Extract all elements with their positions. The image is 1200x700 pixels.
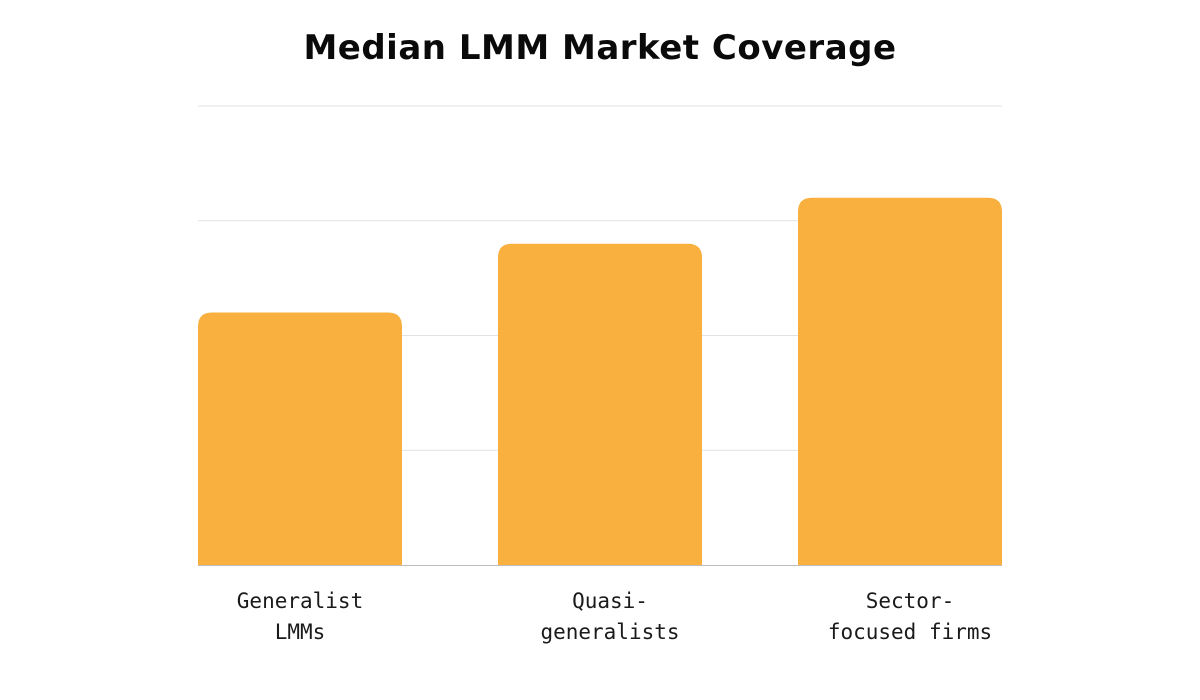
chart-title: Median LMM Market Coverage (303, 28, 897, 68)
bar-1 (498, 243, 702, 565)
x-tick-label-line: Generalist (237, 589, 363, 613)
x-tick-labels: Generalist LMMs Quasi-generalists Sector-fo… (237, 589, 992, 644)
x-tick-label-0: Generalist LMMs (237, 589, 363, 644)
x-tick-label-line: generalists (540, 620, 679, 644)
bars (198, 197, 1002, 566)
x-tick-label-1: Quasi-generalists (540, 589, 679, 644)
bar-2 (798, 197, 1002, 566)
x-tick-label-line: LMMs (275, 620, 326, 644)
x-tick-label-line: Quasi- (572, 589, 648, 613)
x-tick-label-line: Sector- (866, 589, 955, 613)
x-tick-label-2: Sector-focused firms (828, 589, 992, 644)
x-tick-label-line: focused firms (828, 620, 992, 644)
bar-0 (198, 312, 402, 565)
